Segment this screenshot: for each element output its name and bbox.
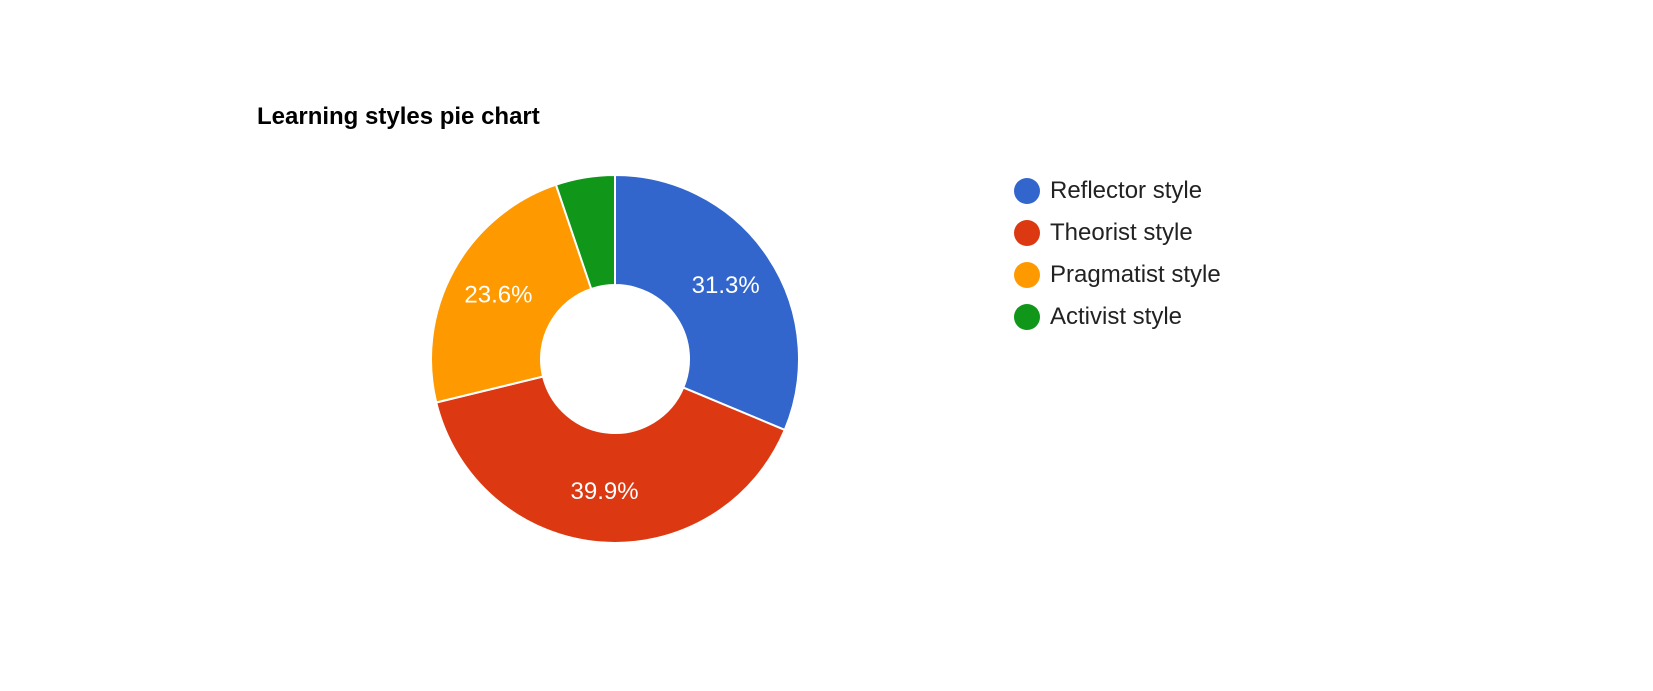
slice-label-reflector: 31.3% (692, 272, 760, 299)
slice-label-pragmatist: 23.6% (464, 281, 532, 308)
slice-theorist[interactable] (435, 375, 787, 544)
legend-label-reflector: Reflector style (1050, 177, 1203, 204)
legend-item-activist[interactable]: Activist style (1014, 296, 1221, 338)
chart-title: Learning styles pie chart (257, 103, 540, 130)
legend-label-theorist: Theorist style (1050, 219, 1193, 246)
legend-swatch-activist (1014, 304, 1040, 330)
legend-item-reflector[interactable]: Reflector style (1014, 170, 1221, 212)
legend-item-pragmatist[interactable]: Pragmatist style (1014, 254, 1221, 296)
legend-label-pragmatist: Pragmatist style (1050, 261, 1221, 288)
slice-activist[interactable] (554, 173, 616, 291)
slice-pragmatist[interactable] (430, 183, 593, 404)
legend-item-theorist[interactable]: Theorist style (1014, 212, 1221, 254)
slice-reflector[interactable] (614, 173, 800, 432)
legend-swatch-pragmatist (1014, 262, 1040, 288)
legend-swatch-reflector (1014, 178, 1040, 204)
legend: Reflector style Theorist style Pragmatis… (1014, 170, 1221, 338)
slice-label-theorist: 39.9% (571, 478, 639, 505)
legend-swatch-theorist (1014, 220, 1040, 246)
legend-label-activist: Activist style (1050, 303, 1183, 330)
